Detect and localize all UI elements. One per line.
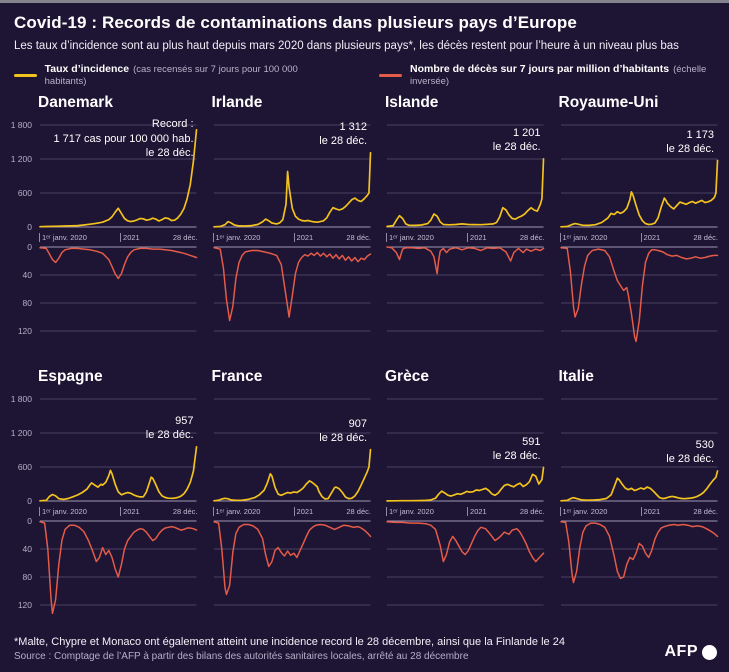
country-title-grece: Grèce <box>385 368 429 385</box>
incidence-line-chart <box>212 124 371 228</box>
x-axis: 1ᵉʳ janv. 2020 2021 28 déc. <box>385 231 546 244</box>
incidence-chart-france: 907 le 28 déc. <box>212 391 373 505</box>
x-tick-start: 1ᵉʳ janv. 2020 <box>559 507 607 516</box>
deaths-line-chart <box>212 246 371 332</box>
x-axis: 1ᵉʳ janv. 2020 2021 28 déc. <box>385 505 546 518</box>
source-line: Source : Comptage de l’AFP à partir des … <box>14 651 469 662</box>
country-title-islande: Islande <box>385 94 439 111</box>
legend-deaths-label: Nombre de décès sur 7 jours par million … <box>410 63 729 87</box>
x-tick-end: 28 déc. <box>346 233 371 242</box>
deaths-line-chart <box>39 246 198 332</box>
deaths-line-chart <box>386 246 545 332</box>
incidence-line-chart <box>212 398 371 502</box>
incidence-chart-grece: 591 le 28 déc. <box>385 391 546 505</box>
x-tick-start: 1ᵉʳ janv. 2020 <box>212 233 260 242</box>
legend-incidence-title: Taux d’incidence <box>44 63 130 75</box>
x-tick-end: 28 déc. <box>172 233 198 242</box>
country-title-espagne: Espagne <box>38 368 103 385</box>
country-title-danemark: Danemark <box>38 94 113 111</box>
deaths-line-chart <box>212 520 371 606</box>
x-tick-2021: 2021 <box>640 233 660 242</box>
page-subtitle: Les taux d’incidence sont au plus haut d… <box>14 40 679 52</box>
deaths-line-chart <box>559 520 718 606</box>
country-title-royaume-uni: Royaume-Uni <box>558 94 659 111</box>
window-top-edge <box>0 0 729 3</box>
incidence-line-chart <box>559 398 718 502</box>
footnote: *Malte, Chypre et Monaco ont également a… <box>14 636 565 648</box>
charts-row-1: 1 800 1 200 600 0 0 40 80 120 Danemark Record :… <box>11 93 720 352</box>
x-tick-2021: 2021 <box>467 233 487 242</box>
legend-item-incidence: Taux d’incidence (cas recensés sur 7 jour… <box>14 63 325 87</box>
legend-incidence-note: (cas recensés sur 7 jours pour 100 000 h… <box>44 64 298 87</box>
incidence-line-swatch <box>14 73 37 77</box>
x-tick-2021: 2021 <box>120 507 140 516</box>
page-title: Covid-19 : Records de contaminations dan… <box>14 13 577 32</box>
deaths-line-chart <box>559 246 718 343</box>
x-tick-start: 1ᵉʳ janv. 2020 <box>386 507 434 516</box>
x-tick-end: 28 déc. <box>519 233 545 242</box>
footer: *Malte, Chypre et Monaco ont également a… <box>0 626 729 662</box>
panel-irlande: Irlande 1 312 le 28 déc. 1ᵉʳ janv. 2020 … <box>212 93 373 352</box>
panel-espagne: Espagne 957 le 28 déc. 1ᵉʳ janv. 2020 20… <box>38 367 199 626</box>
country-title-italie: Italie <box>558 368 594 385</box>
x-tick-start: 1ᵉʳ janv. 2020 <box>386 233 434 242</box>
afp-logo-text: AFP <box>664 643 698 660</box>
incidence-chart-italie: 530 le 28 déc. <box>559 391 720 505</box>
x-tick-2021: 2021 <box>120 233 140 242</box>
x-axis: 1ᵉʳ janv. 2020 2021 28 déc. <box>212 505 373 518</box>
deaths-line-chart <box>386 520 545 606</box>
x-tick-2021: 2021 <box>640 507 660 516</box>
y-axis-labels-row1: 1 800 1 200 600 0 0 40 80 120 <box>10 120 32 336</box>
x-tick-start: 1ᵉʳ janv. 2020 <box>212 507 260 516</box>
charts-grid: 1 800 1 200 600 0 0 40 80 120 Danemark Record :… <box>11 93 720 626</box>
panel-islande: Islande 1 201 le 28 déc. 1ᵉʳ janv. 2020 … <box>385 93 546 352</box>
x-axis: 1ᵉʳ janv. 2020 2021 28 déc. <box>38 231 199 244</box>
deaths-line-swatch <box>379 73 402 77</box>
header: Covid-19 : Records de contaminations dan… <box>0 3 729 52</box>
legend-incidence-label: Taux d’incidence (cas recensés sur 7 jour… <box>45 63 326 87</box>
incidence-chart-espagne: 957 le 28 déc. <box>38 391 199 505</box>
incidence-line-chart <box>386 398 545 502</box>
x-tick-2021: 2021 <box>467 507 487 516</box>
incidence-line-chart <box>559 124 718 228</box>
panel-italie: Italie 530 le 28 déc. 1ᵉʳ janv. 2020 202… <box>559 367 720 626</box>
incidence-chart-islande: 1 201 le 28 déc. <box>385 117 546 231</box>
x-axis: 1ᵉʳ janv. 2020 2021 28 déc. <box>38 505 199 518</box>
deaths-line-chart <box>39 520 198 615</box>
legend-deaths-note: (échelle inversée) <box>410 64 707 87</box>
afp-logo-circle-icon <box>702 644 717 660</box>
incidence-line-chart <box>386 124 545 228</box>
x-axis: 1ᵉʳ janv. 2020 2021 28 déc. <box>559 231 720 244</box>
incidence-line-chart <box>39 398 198 502</box>
x-tick-end: 28 déc. <box>693 507 718 516</box>
country-title-france: France <box>211 368 263 385</box>
incidence-line-chart <box>39 124 198 228</box>
x-tick-2021: 2021 <box>293 507 313 516</box>
legend-deaths-title: Nombre de décès sur 7 jours par million … <box>410 63 670 75</box>
afp-logo: AFP <box>664 643 717 662</box>
incidence-chart-royaume-uni: 1 173 le 28 déc. <box>559 117 720 231</box>
x-axis: 1ᵉʳ janv. 2020 2021 28 déc. <box>212 231 373 244</box>
panel-grece: Grèce 591 le 28 déc. 1ᵉʳ janv. 2020 2021… <box>385 367 546 626</box>
incidence-chart-danemark: Record : 1 717 cas pour 100 000 hab. le … <box>38 117 199 231</box>
x-tick-end: 28 déc. <box>346 507 371 516</box>
x-tick-end: 28 déc. <box>693 233 718 242</box>
x-tick-end: 28 déc. <box>172 507 198 516</box>
panel-france: France 907 le 28 déc. 1ᵉʳ janv. 2020 202… <box>212 367 373 626</box>
x-tick-start: 1ᵉʳ janv. 2020 <box>559 233 607 242</box>
panel-royaume-uni: Royaume-Uni 1 173 le 28 déc. 1ᵉʳ janv. 2… <box>559 93 720 352</box>
footer-text: *Malte, Chypre et Monaco ont également a… <box>14 636 565 662</box>
x-tick-start: 1ᵉʳ janv. 2020 <box>39 233 87 242</box>
y-axis-labels-row2: 1 800 1 200 600 0 0 40 80 120 <box>10 394 32 610</box>
country-title-irlande: Irlande <box>211 94 263 111</box>
x-tick-2021: 2021 <box>293 233 313 242</box>
x-tick-end: 28 déc. <box>519 507 545 516</box>
legend-item-deaths: Nombre de décès sur 7 jours par million … <box>379 63 729 87</box>
incidence-chart-irlande: 1 312 le 28 déc. <box>212 117 373 231</box>
x-tick-start: 1ᵉʳ janv. 2020 <box>39 507 87 516</box>
charts-row-2: 1 800 1 200 600 0 0 40 80 120 Espagne 957 le 28… <box>11 367 720 626</box>
panel-danemark: Danemark Record : 1 717 cas pour 100 000… <box>38 93 199 352</box>
x-axis: 1ᵉʳ janv. 2020 2021 28 déc. <box>559 505 720 518</box>
legend: Taux d’incidence (cas recensés sur 7 jour… <box>0 63 729 87</box>
